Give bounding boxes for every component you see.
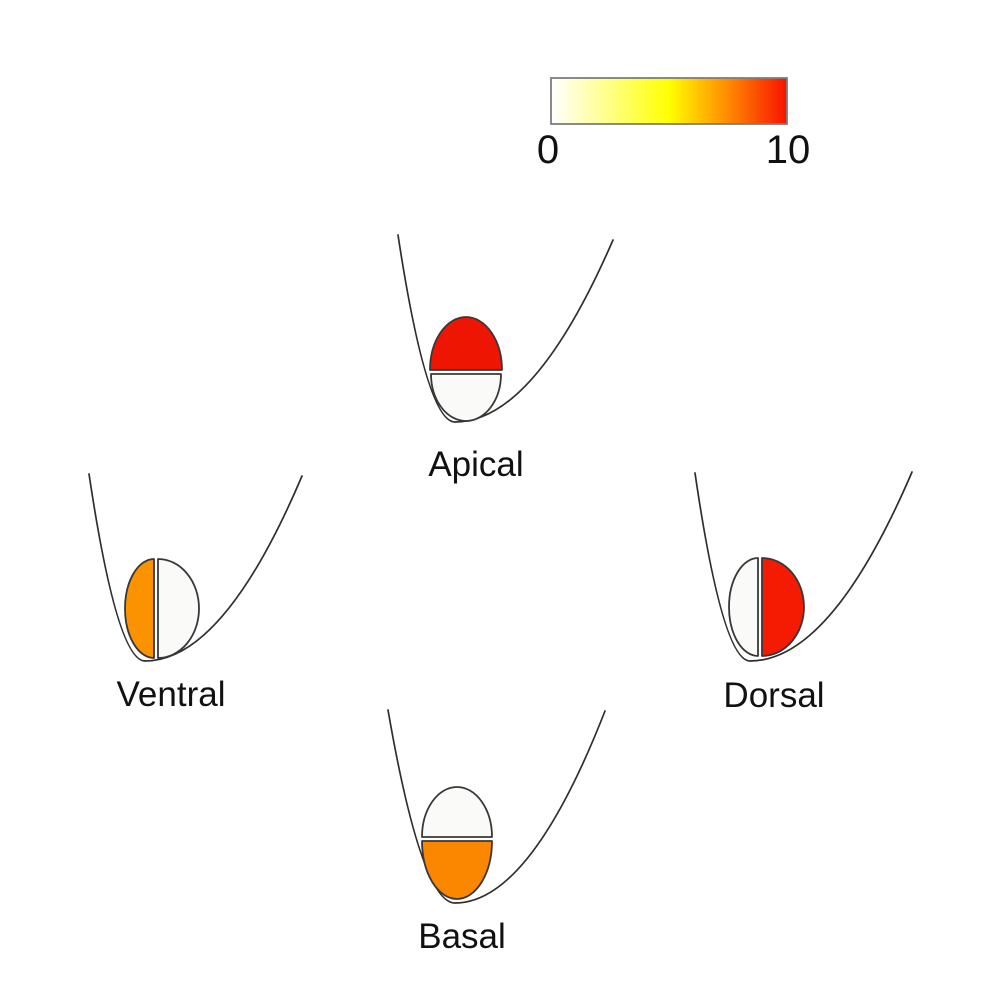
apical-follicle-diagram xyxy=(397,234,614,423)
dorsal-label: Dorsal xyxy=(723,676,825,715)
colorbar-min-label: 0 xyxy=(536,128,560,172)
dorsal-follicle-curve xyxy=(694,471,913,662)
apical-follicle-curve xyxy=(397,234,614,423)
apical-oocyte-top-half-colored xyxy=(429,316,503,371)
dorsal-follicle-diagram xyxy=(694,471,913,662)
ventral-oocyte-right-half-empty xyxy=(157,558,200,659)
dorsal-oocyte-left-half-empty xyxy=(728,557,759,657)
colorbar-gradient-bar xyxy=(550,77,788,125)
basal-follicle-diagram xyxy=(387,709,606,904)
basal-follicle-curve xyxy=(387,709,606,904)
basal-oocyte-bottom-half-colored xyxy=(421,840,493,900)
basal-label: Basal xyxy=(418,917,506,956)
ventral-label: Ventral xyxy=(116,675,226,714)
apical-oocyte-bottom-half-empty xyxy=(430,373,502,422)
ventral-follicle-diagram xyxy=(88,473,303,662)
dorsal-oocyte-right-half-colored xyxy=(761,557,805,657)
colorbar-max-label: 10 xyxy=(765,128,811,172)
apical-label: Apical xyxy=(428,445,524,484)
basal-oocyte-top-half-empty xyxy=(421,786,493,838)
ventral-oocyte-left-half-colored xyxy=(124,558,155,659)
colorbar xyxy=(550,77,788,125)
ventral-follicle-curve xyxy=(88,473,303,662)
